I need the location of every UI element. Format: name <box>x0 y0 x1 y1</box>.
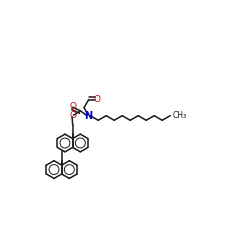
Text: O: O <box>69 102 76 111</box>
Text: O: O <box>93 95 100 104</box>
Text: O: O <box>69 111 76 120</box>
Text: CH₃: CH₃ <box>172 111 187 120</box>
Text: N: N <box>84 111 93 121</box>
